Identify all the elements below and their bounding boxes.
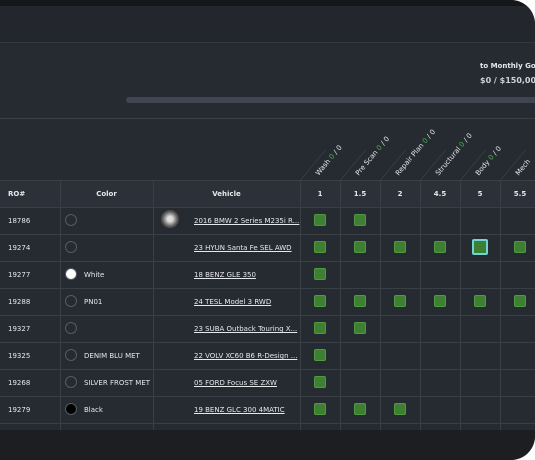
color-name: PN01 [84, 298, 103, 306]
color-name: Black [84, 406, 103, 414]
color-swatch [65, 241, 77, 253]
stage-label: Pre Scan [354, 148, 380, 178]
bottom-bar [0, 430, 535, 460]
color-name: SILVER FROST MET [84, 379, 151, 387]
stage-cell[interactable] [314, 349, 326, 361]
ro-number: 19279 [8, 406, 31, 414]
color-swatch [65, 322, 77, 334]
vehicle-link[interactable]: 19 BENZ GLC 300 4MATIC [194, 406, 285, 414]
top-edge [0, 0, 535, 6]
stage-cell[interactable] [314, 295, 326, 307]
goal-label: to Monthly Goal [480, 62, 535, 70]
vehicle-link[interactable]: 22 VOLV XC60 B6 R-Design ... [194, 352, 298, 360]
stage-cell[interactable] [514, 241, 526, 253]
column-header: 5 [477, 190, 483, 198]
vehicle-link[interactable]: 18 BENZ GLE 350 [194, 271, 256, 279]
col-line [60, 180, 61, 433]
stage-cell[interactable] [314, 214, 326, 226]
stage-cell[interactable] [354, 241, 366, 253]
ro-number: 18786 [8, 217, 31, 225]
column-header: Color [96, 190, 117, 198]
divider [0, 118, 535, 119]
color-swatch [65, 268, 77, 280]
row-line [0, 234, 535, 235]
stage-cell[interactable] [354, 403, 366, 415]
column-header: 2 [397, 190, 403, 198]
stage-cell[interactable] [394, 295, 406, 307]
stage-header: Wash 0 / 0 [314, 144, 344, 177]
col-line [420, 180, 421, 433]
vehicle-link[interactable]: 24 TESL Model 3 RWD [194, 298, 272, 306]
stage-cell[interactable] [434, 241, 446, 253]
stage-cell[interactable] [354, 322, 366, 334]
stage-cell[interactable] [354, 214, 366, 226]
stage-label: Repair Plan [394, 141, 426, 178]
ro-number: 19327 [8, 325, 31, 333]
header-row-bg [0, 180, 535, 207]
vehicle-link[interactable]: 23 SUBA Outback Touring X... [194, 325, 298, 333]
column-header: 4.5 [433, 190, 447, 198]
col-line [500, 180, 501, 433]
row-line [0, 369, 535, 370]
ro-number: 19268 [8, 379, 31, 387]
stage-cell[interactable] [434, 295, 446, 307]
column-header: Vehicle [212, 190, 241, 198]
vehicle-link[interactable]: 23 HYUN Santa Fe SEL AWD [194, 244, 292, 252]
stage-label: Structural [434, 145, 463, 178]
row-line [0, 423, 535, 424]
color-name: DENIM BLU MET [84, 352, 140, 360]
stage-cell[interactable] [514, 295, 526, 307]
col-line [380, 180, 381, 433]
color-swatch [65, 403, 77, 415]
vehicle-link[interactable]: 05 FORD Focus SE ZXW [194, 379, 277, 387]
color-swatch [65, 295, 77, 307]
column-header: RO# [8, 190, 26, 198]
row-line [0, 180, 535, 181]
color-name: White [84, 271, 105, 279]
goal-progress [126, 97, 535, 103]
goal-amount: $0 / $150,000 [480, 76, 535, 85]
vehicle-link[interactable]: 2016 BMW 2 Series M235i R... [194, 217, 300, 225]
col-line [300, 180, 301, 433]
color-swatch [65, 214, 77, 226]
row-line [0, 396, 535, 397]
ro-number: 19274 [8, 244, 31, 252]
color-swatch [65, 376, 77, 388]
stage-cell[interactable] [394, 403, 406, 415]
column-header: 5.5 [513, 190, 527, 198]
row-line [0, 342, 535, 343]
column-header: 1.5 [353, 190, 367, 198]
stage-cell[interactable] [472, 239, 488, 255]
color-swatch [65, 349, 77, 361]
stage-cell[interactable] [314, 376, 326, 388]
column-header: 1 [317, 190, 323, 198]
ro-number: 19325 [8, 352, 31, 360]
row-line [0, 288, 535, 289]
row-line [0, 315, 535, 316]
stage-cell[interactable] [314, 241, 326, 253]
ro-number: 19288 [8, 298, 31, 306]
stage-cell[interactable] [314, 322, 326, 334]
vehicle-avatar [161, 210, 179, 228]
ro-number: 19277 [8, 271, 31, 279]
col-line [460, 180, 461, 433]
col-line [153, 180, 154, 433]
col-line [340, 180, 341, 433]
top-bar [0, 6, 535, 43]
stage-cell[interactable] [314, 403, 326, 415]
stage-header: Body 0 / 0 [474, 145, 503, 177]
stage-cell[interactable] [474, 295, 486, 307]
stage-header: Repair Plan 0 / 0 [394, 128, 437, 177]
stage-cell[interactable] [354, 295, 366, 307]
row-line [0, 261, 535, 262]
stage-cell[interactable] [394, 241, 406, 253]
stage-cell[interactable] [314, 268, 326, 280]
row-line [0, 207, 535, 208]
